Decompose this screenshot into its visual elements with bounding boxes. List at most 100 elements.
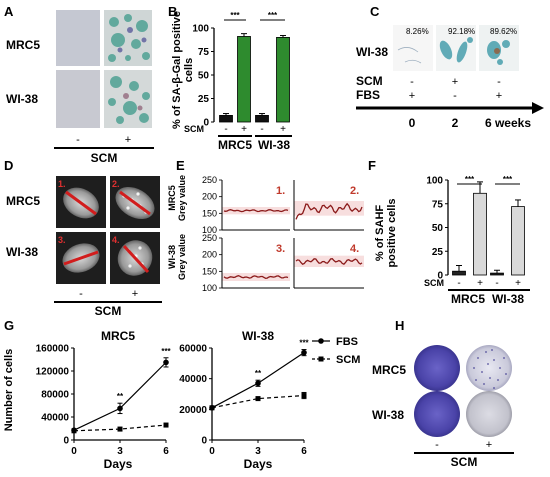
treatment-label-h: SCM (451, 455, 478, 469)
group-label-b-1: MRC5 (218, 138, 252, 152)
nucleus-number-2: 2. (112, 179, 120, 189)
y-tick-label: 0 (63, 436, 69, 447)
ylabel-b-line1: % of SA-β-Gal positivecells (171, 11, 195, 129)
panel-letter-g: G (4, 318, 14, 333)
series-line-1 (211, 394, 305, 409)
micrograph-wi38-control (56, 70, 100, 128)
significance-marker: *** (230, 11, 240, 20)
profile-tick-label: 250 (202, 233, 217, 243)
significance-marker: *** (161, 347, 171, 356)
fbs-sign-c-0: + (409, 90, 415, 102)
colony-dish-mrc5-scm (466, 345, 512, 391)
micrograph-mrc5-control (56, 10, 100, 66)
timepoint-c-2: 6 weeks (485, 116, 531, 130)
percent-c-2: 89.62% (490, 27, 517, 36)
fbs-sign-c-1: - (453, 90, 457, 102)
sign-b-4: + (280, 124, 286, 135)
profile-trace (295, 257, 363, 265)
y-tick-label: 160000 (36, 344, 70, 355)
timepoint-c-1: 2 (452, 116, 459, 130)
series-line-1 (73, 424, 167, 432)
panel-d: D MRC5 WI-38 1. 2. 3. 4. - + SCM (4, 158, 162, 318)
panel-f: F % of SAHFpositive cells 0 25 50 75 100 *** *… (368, 158, 530, 306)
y-tick-label: 25 (198, 94, 210, 105)
profile-trace (223, 209, 289, 213)
sign-b-1: - (224, 124, 227, 135)
significance-marker: ** (255, 369, 262, 378)
scm-label-f: SCM (424, 278, 444, 288)
nucleus-number-1: 1. (58, 179, 66, 189)
bar-1 (237, 36, 251, 123)
profile-tick-label: 200 (202, 192, 217, 202)
panel-letter-d: D (4, 158, 13, 173)
scm-sign-c-1: + (452, 76, 458, 88)
fbs-sign-c-2: + (496, 90, 502, 102)
ylabel-e-top-1: MRC5Grey value (167, 175, 187, 221)
bar-0 (452, 270, 466, 276)
legend-fbs-marker (318, 338, 324, 344)
row-label-d-wi38: WI-38 (6, 245, 38, 259)
percent-c-1: 92.18% (448, 27, 475, 36)
legend-scm-label: SCM (336, 354, 360, 366)
significance-marker: *** (465, 175, 475, 184)
profile-tick-label: 100 (202, 225, 217, 235)
x-tick-label: 6 (163, 446, 169, 457)
row-label-c: WI-38 (356, 45, 388, 59)
bar-0 (219, 115, 233, 123)
sign-d-plus: + (132, 288, 138, 300)
y-tick-label: 100 (426, 176, 443, 187)
y-tick-label: 75 (198, 47, 210, 58)
ylabel-e-bottom-1: WI-38Grey value (167, 234, 187, 280)
panel-letter-f: F (368, 158, 376, 173)
profile-number: 4. (350, 243, 359, 255)
panel-g: G MRC5 WI-38 Number of cells 0 40000 80000… (3, 318, 360, 471)
significance-marker: ** (117, 392, 124, 401)
sign-f-2: + (477, 278, 483, 289)
group-label-f-2: WI-38 (492, 292, 524, 306)
series-point-0 (255, 380, 261, 387)
chart-b: 0 25 50 75 100 *** *** (192, 11, 290, 129)
scm-label-c: SCM (356, 74, 383, 88)
profile-tick-label: 150 (202, 266, 217, 276)
panel-h: H MRC5 WI-38 - + SCM (372, 318, 514, 469)
panel-e: E MRC5Grey value WI-38Grey value 100 150 2… (167, 158, 364, 293)
profile-number: 3. (276, 243, 285, 255)
series-point-0 (163, 359, 169, 366)
series-point-0 (117, 405, 123, 412)
panel-letter-h: H (395, 318, 404, 333)
panel-a: A MRC5 WI-38 - + SCM (4, 4, 154, 165)
sign-b-3: - (260, 124, 263, 135)
legend-scm-marker (318, 356, 324, 362)
micrograph-c-0 (393, 25, 433, 71)
bar-2 (490, 272, 504, 276)
sign-d-minus: - (79, 288, 83, 300)
percent-c-0: 8.26% (406, 27, 429, 36)
panel-letter-e: E (176, 158, 185, 173)
x-tick-label: 3 (117, 446, 123, 457)
treatment-label-d: SCM (95, 304, 122, 318)
panel-letter-a: A (4, 4, 14, 19)
x-tick-label: 3 (255, 446, 261, 457)
colony-dish-wi38-control (414, 391, 460, 437)
y-tick-label: 50 (198, 71, 210, 82)
chart-title-g-right: WI-38 (242, 329, 274, 343)
y-tick-label: 0 (203, 118, 209, 129)
y-tick-label: 0 (437, 271, 443, 282)
panel-letter-b: B (168, 4, 177, 19)
profile-tick-label: 200 (202, 250, 217, 260)
sign-h-plus: + (486, 439, 492, 451)
y-tick-label: 0 (201, 436, 207, 447)
bar-3 (511, 206, 525, 276)
series-point-1 (255, 396, 261, 402)
sign-a-minus: - (76, 134, 80, 146)
x-tick-label: 0 (209, 446, 215, 457)
sign-a-plus: + (125, 134, 131, 146)
bar-1 (473, 192, 487, 276)
bar-2 (255, 115, 269, 123)
significance-marker: *** (299, 339, 309, 348)
ylabel-g: Number of cells (3, 349, 15, 432)
y-tick-label: 40000 (179, 374, 207, 385)
grey-value-profiles: 100 150 200 250 1. 2. 100 150 200 250 3. 4. (202, 175, 364, 293)
